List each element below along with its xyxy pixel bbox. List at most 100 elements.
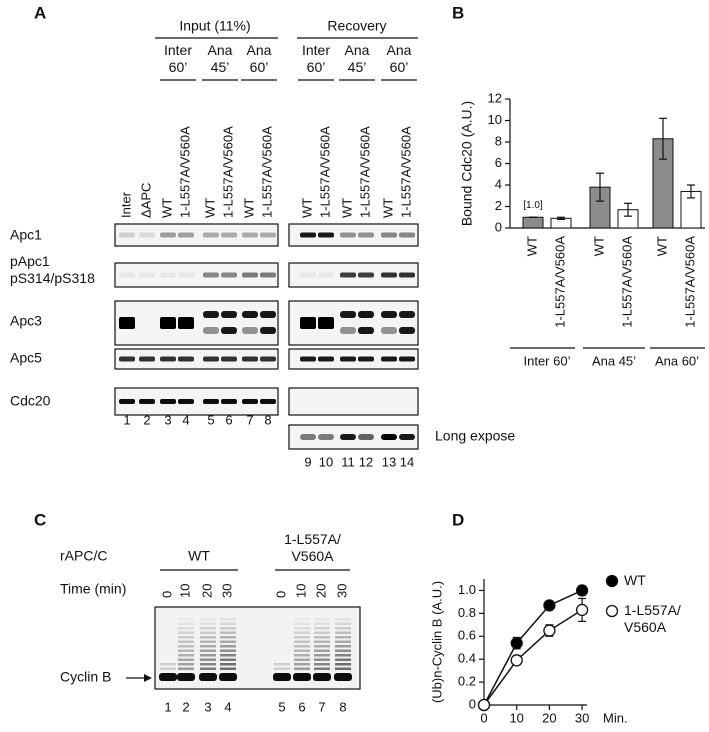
lane-number: 14 [400,454,414,469]
smear [220,649,236,652]
lane-number: 12 [359,454,373,469]
smear [178,663,194,666]
band [300,317,316,329]
error-bar [624,202,632,217]
smear [294,622,310,625]
smear [335,645,351,648]
smear [200,631,216,634]
band [381,327,397,334]
band [358,327,374,334]
subgroup-header: Ana 45’ [344,42,370,75]
lane-number: 5 [278,699,285,714]
error-bar [557,216,565,220]
band [242,356,258,362]
smear [335,654,351,657]
time-label: 10 [177,584,192,598]
band [381,356,397,362]
lane-number: 6 [298,699,305,714]
band [300,356,316,362]
smear [335,658,351,661]
smear [314,649,330,652]
band [139,272,155,278]
smear [220,627,236,630]
smear [294,658,310,661]
lane-number: 7 [246,412,253,427]
marker [477,698,491,712]
band [119,356,135,362]
band [318,272,334,278]
lane-label: 1-L557A/V560A [177,126,192,218]
series-line [483,589,583,706]
band [139,399,155,404]
smear [314,667,330,670]
smear [294,618,310,621]
band [358,356,374,362]
band [160,399,176,404]
band [160,356,176,362]
lane-label: WT [299,198,314,218]
band [178,272,194,278]
y-tick-label: 0.2 [458,674,476,689]
y-tick-label: 2 [495,198,502,213]
x-tick-label: 1-L557A/V560A [619,236,634,328]
group-header: Input (11%) [179,18,250,34]
time-label: 30 [334,584,349,598]
x-tick-label: 1-L557A/V560A [682,236,697,328]
y-tick-label: 1.0 [458,582,476,597]
smear [200,654,216,657]
marker [543,599,556,612]
smear [200,645,216,648]
row-label: Time (min) [60,581,126,597]
smear [294,663,310,666]
y-tick-label: 0.4 [458,651,476,666]
smear [200,622,216,625]
smear [294,649,310,652]
x-tick-label: WT [591,236,606,256]
band [340,311,356,318]
smear [220,618,236,621]
band [203,232,219,238]
band [381,232,397,238]
band-label: Cyclin B [60,669,111,685]
x-tick-label: WT [654,236,669,256]
smear [200,640,216,643]
band [300,232,316,238]
band [340,327,356,334]
lane-number: 4 [224,699,231,714]
y-axis-label: Bound Cdc20 (A.U.) [459,101,475,226]
lane-label: WT [339,198,354,218]
time-label: 10 [293,584,308,598]
lane-label: 1-L557A/V560A [357,126,372,218]
panel-label: A [34,3,46,22]
blot-box [114,223,279,247]
smear [294,640,310,643]
group-header: WT [188,548,210,564]
smear [200,649,216,652]
blot-box [114,348,279,370]
smear [335,649,351,652]
y-tick-label: 4 [495,176,502,191]
y-tick-label: 8 [495,133,502,148]
x-tick-label: 30 [575,710,589,725]
lane-number: 11 [341,454,355,469]
band [318,317,334,329]
lane-number: 7 [318,699,325,714]
band [399,311,415,318]
smear [314,631,330,634]
x-tick-label: 20 [542,710,556,725]
x-tick-label: WT [524,236,539,256]
legend-label: 1-L557A/V560A [624,602,681,635]
smear [178,658,194,661]
smear [220,631,236,634]
legend-marker [605,604,619,618]
smear [178,627,194,630]
band [242,232,258,238]
band [358,232,374,238]
smear [294,631,310,634]
error-bar [596,172,604,202]
marker [510,654,523,667]
x-axis-label: Min. [603,710,628,725]
time-label: 20 [313,584,328,598]
lane-label: WT [202,198,217,218]
smear [200,636,216,639]
